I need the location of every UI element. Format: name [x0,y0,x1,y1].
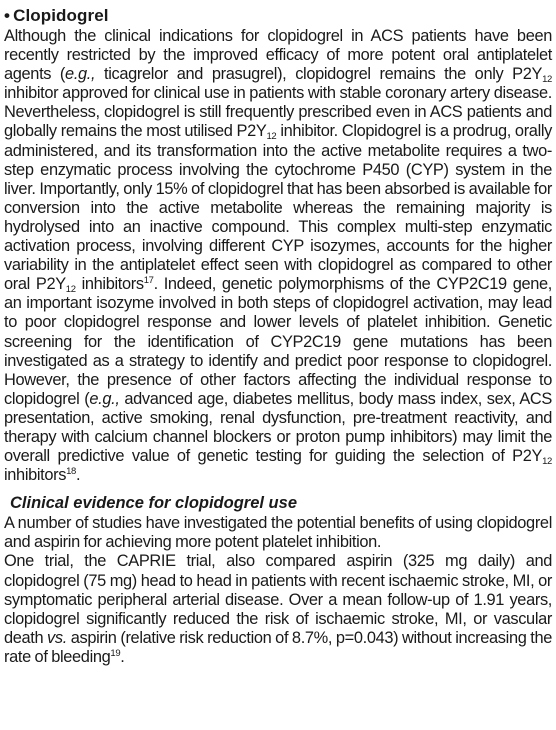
reference-marker: 17 [143,275,154,287]
italic-run: vs. [47,628,67,647]
subsection-heading: Clinical evidence for clopidogrel use [10,494,297,513]
section-heading: • Clopidogrel [4,6,552,26]
subscript: 12 [65,284,76,296]
text-run: inhibitors [75,275,144,294]
text-run: inhibitor. Clopidogrel is a prodrug, ora… [4,122,552,294]
subscript: 12 [266,131,277,143]
subscript: 12 [542,456,552,468]
italic-run: e.g., [65,65,96,84]
italic-run: e.g., [89,389,120,408]
paragraph-clopidogrel-overview: Although the clinical indications for cl… [4,27,552,485]
paragraph-studies-intro: A number of studies have investigated th… [4,514,552,552]
text-run: . Indeed, genetic polymorphisms of the C… [4,275,552,408]
text-run: One trial, the CAPRIE trial, also compar… [4,552,552,647]
paragraph-caprie-trial: One trial, the CAPRIE trial, also compar… [4,552,552,667]
subscript: 12 [542,74,552,86]
reference-marker: 19 [110,647,121,659]
bullet-glyph: • [4,6,11,25]
text-run: . [120,647,125,666]
text-run: . [75,466,81,485]
text-run: inhibitor approved for clinical use in p… [4,84,552,141]
section-title: Clopidogrel [13,6,109,25]
text-run: Although the clinical indications for cl… [4,27,552,84]
text-run: ticagrelor and prasugrel), clopidogrel r… [95,65,543,84]
text-run: advanced age, diabetes mellitus, body ma… [4,389,552,466]
text-run: inhibitors [4,466,67,485]
text-run: aspirin (relative risk reduction of 8.7%… [4,628,552,666]
reference-marker: 18 [66,466,76,478]
